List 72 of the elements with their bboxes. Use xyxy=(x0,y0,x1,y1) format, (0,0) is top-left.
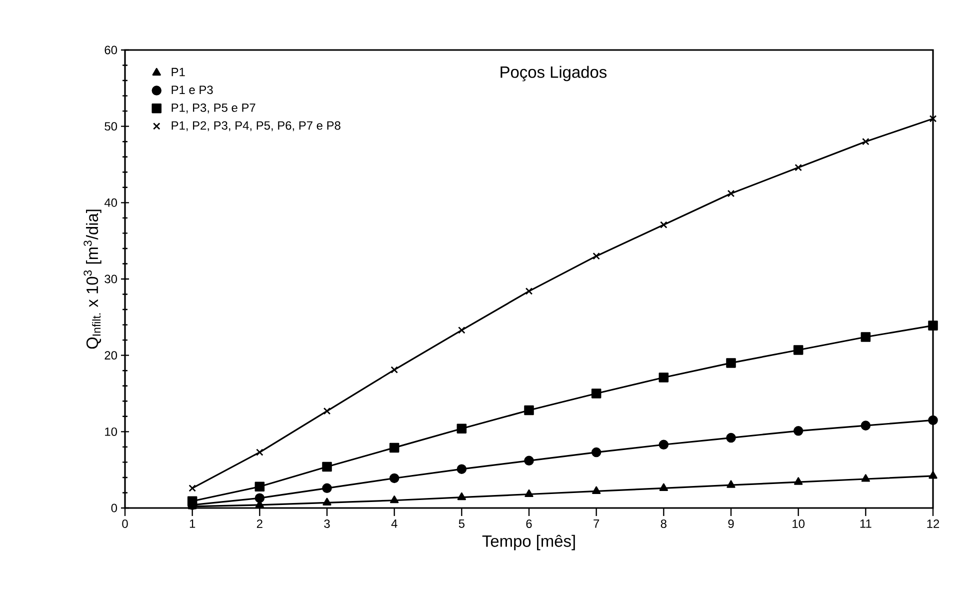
y-tick-label: 10 xyxy=(105,427,118,436)
point xyxy=(861,474,870,482)
point xyxy=(322,462,332,472)
point xyxy=(793,426,804,436)
point xyxy=(794,477,803,485)
legend-label: P1 e P3 xyxy=(172,86,213,94)
point xyxy=(525,288,533,295)
point xyxy=(458,326,466,334)
point xyxy=(726,432,736,443)
point xyxy=(254,493,265,503)
point xyxy=(254,482,265,492)
y-tick-label: 0 xyxy=(111,504,118,512)
x-tick-label: 2 xyxy=(256,520,262,528)
point xyxy=(456,424,467,434)
x-tick-label: 10 xyxy=(792,520,805,528)
point xyxy=(591,447,602,458)
y-axis-title: Q$_{Infilt.}$ x 10$^{3}$ [m$^{3}$/dia] xyxy=(84,210,102,349)
point xyxy=(390,495,399,504)
point xyxy=(658,372,669,382)
point xyxy=(389,442,400,453)
x-tick-label: 3 xyxy=(324,520,330,528)
point xyxy=(727,190,735,198)
y-tick-label: 50 xyxy=(104,122,118,131)
point xyxy=(389,473,400,484)
point xyxy=(794,164,802,172)
point xyxy=(862,138,870,146)
x-tick-label: 8 xyxy=(660,520,666,528)
point xyxy=(928,471,938,479)
point xyxy=(524,405,534,416)
x-tick-label: 6 xyxy=(526,520,532,528)
point xyxy=(929,115,937,122)
x-tick-label: 4 xyxy=(391,520,398,528)
point xyxy=(726,480,736,488)
point xyxy=(188,484,196,492)
point xyxy=(524,489,534,498)
x-tick-label: 9 xyxy=(728,520,734,528)
point xyxy=(592,486,601,494)
x-tick-label: 1 xyxy=(190,520,196,528)
legend-label: P1, P3, P5 e P7 xyxy=(172,103,256,114)
point xyxy=(659,483,668,491)
point xyxy=(658,440,669,450)
point xyxy=(860,332,871,342)
x-tick-label: 7 xyxy=(594,520,600,528)
point xyxy=(793,345,804,355)
point xyxy=(928,320,938,330)
point xyxy=(660,221,668,228)
point xyxy=(591,388,602,398)
point xyxy=(726,358,736,368)
point xyxy=(322,498,332,506)
x-tick-label: 5 xyxy=(458,520,464,528)
x-axis-title: Tempo [mês] xyxy=(482,534,575,550)
x-tick-label: 11 xyxy=(860,520,872,528)
y-tick-label: 20 xyxy=(104,351,118,360)
point xyxy=(256,448,264,456)
point xyxy=(592,252,600,260)
point xyxy=(187,496,198,506)
text: Poços Ligados xyxy=(500,66,607,82)
y-tick-label: 60 xyxy=(104,46,118,54)
point xyxy=(457,492,466,500)
y-tick-label: 40 xyxy=(104,198,118,207)
x-tick-label: 12 xyxy=(927,520,940,528)
point xyxy=(860,420,871,430)
point xyxy=(456,464,467,474)
y-tick-label: 30 xyxy=(104,274,118,284)
legend-label: P1 xyxy=(172,68,185,76)
point xyxy=(323,407,331,415)
point xyxy=(322,483,332,494)
point xyxy=(928,415,938,426)
legend-label: P1, P2, P3, P4, P5, P6, P7 e P8 xyxy=(172,121,340,132)
x-tick-label: 0 xyxy=(122,520,128,528)
point xyxy=(390,366,398,374)
point xyxy=(524,456,534,466)
